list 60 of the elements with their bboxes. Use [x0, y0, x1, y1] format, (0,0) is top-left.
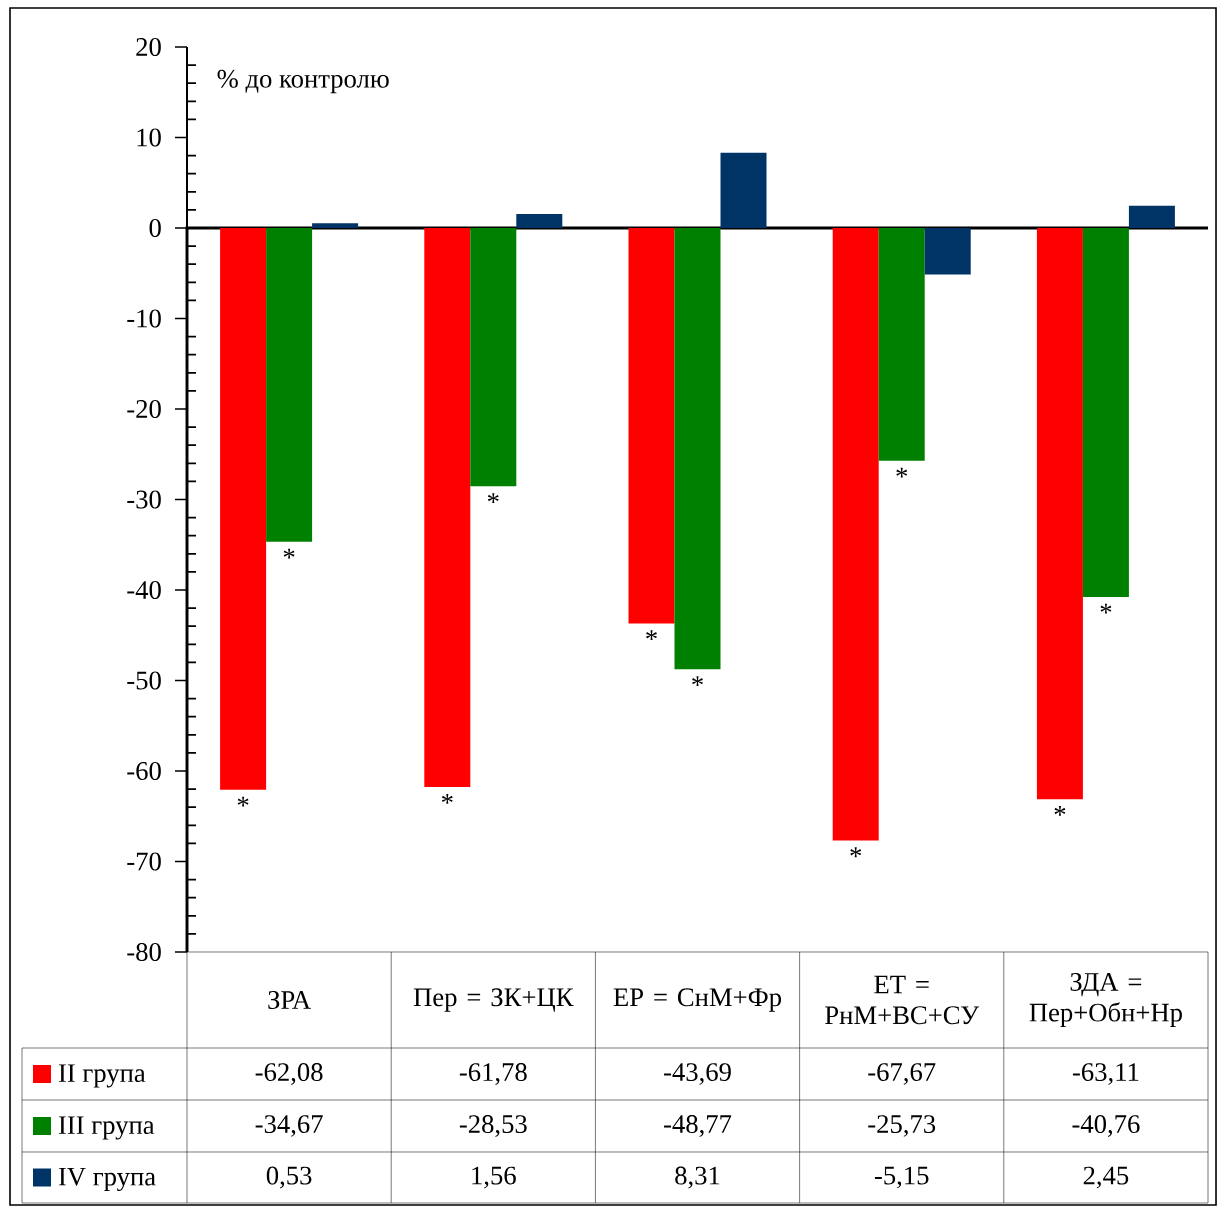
annotation: * [283, 548, 295, 559]
bar [1128, 205, 1175, 228]
annotation: * [237, 796, 249, 807]
bar [424, 228, 471, 788]
y-tick-label: -20 [127, 400, 161, 418]
data-label: -62,08 [255, 1063, 323, 1085]
bar [674, 228, 721, 670]
y-tick-label: 20 [136, 38, 161, 56]
data-label: -63,11 [1072, 1063, 1139, 1085]
bar [720, 152, 767, 228]
annotation: * [850, 847, 862, 858]
y-tick-label: -70 [127, 852, 161, 871]
x-tick-label: ЕТ = РнМ+ВС+СУ [825, 975, 980, 1025]
legend-label: III група [58, 1116, 155, 1140]
annotation: * [441, 794, 453, 804]
bar [924, 228, 971, 275]
y-tick-label: -60 [127, 762, 161, 780]
legend-label: IV група [58, 1167, 156, 1192]
data-label: -61,78 [459, 1063, 527, 1085]
data-label: -48,77 [664, 1115, 732, 1137]
data-label: -40,76 [1072, 1115, 1140, 1137]
bar [266, 228, 313, 542]
x-tick-label: Пер = ЗК+ЦК [413, 988, 574, 1012]
annotation: * [487, 493, 499, 503]
data-label: 0,53 [266, 1166, 312, 1189]
data-label: 1,56 [472, 1166, 516, 1189]
annotation: * [692, 676, 703, 687]
bar [470, 228, 517, 487]
bar [1036, 228, 1083, 800]
bar [516, 213, 563, 228]
bar [628, 228, 675, 624]
annotation: * [1054, 806, 1066, 816]
legend-label: II група [58, 1064, 146, 1088]
x-tick-label: ЕР = СнМ+Фр [613, 988, 782, 1012]
annotation: * [646, 630, 657, 641]
data-label: -43,69 [664, 1063, 731, 1085]
data-label: 2,45 [1083, 1166, 1129, 1189]
bar [1082, 228, 1129, 597]
data-label: -34,67 [255, 1115, 323, 1137]
annotation: * [1100, 603, 1112, 614]
y-axis-title: % до контролю [217, 69, 389, 94]
data-label: -5,15 [874, 1166, 929, 1189]
y-tick-label: -30 [127, 490, 161, 509]
y-tick-label: -40 [127, 581, 161, 599]
data-label: -25,73 [868, 1115, 936, 1137]
x-tick-label: ЗРА [268, 991, 311, 1009]
bar [312, 223, 359, 228]
annotation: * [896, 467, 908, 478]
x-tick-label: ЗДА = Пер+Обн+Нр [1029, 972, 1182, 1027]
data-label: -28,53 [459, 1115, 527, 1137]
y-tick-label: 0 [149, 219, 161, 237]
y-tick-label: -10 [127, 309, 161, 328]
bar [832, 228, 879, 841]
y-tick-label: -80 [127, 943, 161, 961]
y-tick-label: 10 [137, 128, 161, 147]
bar [878, 228, 925, 461]
bar [220, 228, 267, 790]
data-label: 8,31 [675, 1166, 720, 1189]
data-label: -67,67 [868, 1063, 936, 1085]
y-tick-label: -50 [127, 671, 161, 690]
